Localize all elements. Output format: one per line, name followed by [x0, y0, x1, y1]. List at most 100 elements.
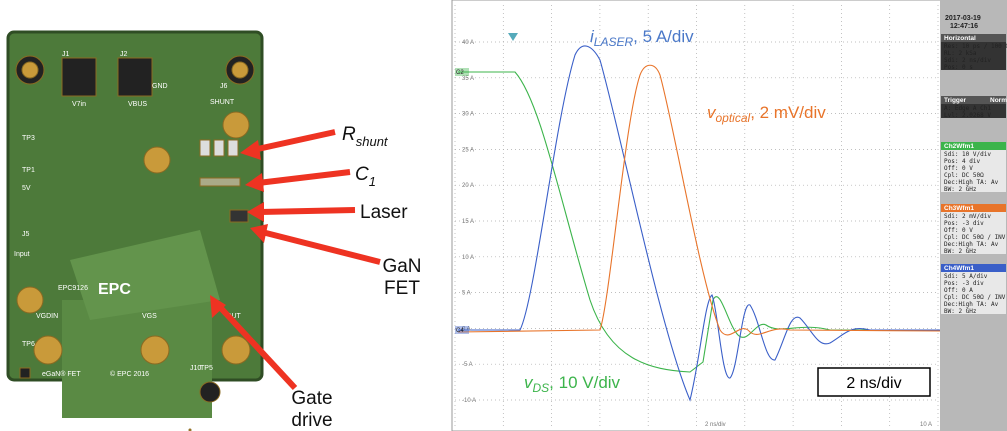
panel-head	[941, 34, 1006, 42]
board-label: VGDIN	[36, 313, 58, 320]
board-text: J1 J2 V7in VBUS GND SHUNT TP3 TP1 5V J5 Input VGDIN…	[14, 51, 242, 378]
timebase-small: 2 ns/div	[705, 422, 726, 428]
board-label: © EPC 2016	[110, 370, 149, 378]
board-label: 5V	[22, 185, 31, 192]
panel-line: Sdi: 10 V/div	[944, 151, 991, 158]
ilaser-trace	[458, 45, 940, 402]
trigger-marker	[508, 33, 518, 41]
panel-head	[941, 204, 1006, 212]
label-fet: FET	[384, 278, 420, 299]
panel-line: A: Edge A Ch1	[944, 105, 991, 112]
panel-head	[941, 264, 1006, 272]
panel-line: Off: 0 A	[944, 287, 973, 294]
panel-line: Sdi: 2 ns/div	[944, 57, 991, 64]
corner-label: 10 A	[920, 422, 932, 428]
grid	[454, 5, 939, 428]
y-tick-label: 20 A	[462, 183, 474, 189]
board-label: J2	[120, 51, 128, 58]
board-label: eGaN® FET	[42, 370, 81, 378]
voptical-trace	[457, 64, 941, 336]
board-label: EPC	[98, 281, 131, 298]
panel-line: Lvl: 2.0268 V	[944, 112, 991, 119]
y-tick-label: 0 A	[462, 326, 471, 332]
label-drive: drive	[291, 410, 332, 431]
panel-line: Pos: 4 div	[944, 158, 981, 165]
label-laser: Laser	[360, 202, 408, 223]
board-label: TP6	[22, 341, 35, 348]
board-label: J10	[190, 365, 201, 372]
panel-line: Dec:High TA: Av	[944, 301, 999, 308]
panel-line: Dec:High TA: Av	[944, 179, 999, 186]
panel-line: Pos: -3 div	[944, 220, 984, 227]
channel-marker: C2	[456, 70, 464, 76]
panel-line: BW: 2 GHz	[944, 248, 977, 255]
time: 12:47:16	[950, 23, 978, 30]
date: 2017-03-19	[945, 15, 981, 22]
panel-line: Pos: 0 s	[944, 64, 973, 71]
waveforms	[457, 45, 941, 402]
panel-line: Dec:High TA: Av	[944, 241, 999, 248]
channel-marker-bg	[455, 68, 469, 76]
panel-line: Sdi: 2 mV/div	[944, 213, 991, 220]
label-c1: C1	[355, 164, 376, 189]
label-voptical: voptical, 2 mV/div	[707, 103, 826, 125]
label-gate: Gate	[291, 388, 332, 409]
panel-line: Pos: -3 div	[944, 280, 984, 287]
arrows	[210, 129, 381, 391]
timebase: 2 ns/div	[846, 375, 901, 392]
y-tick-label: 35 A	[462, 76, 474, 82]
y-tick-label: 15 A	[462, 219, 474, 225]
panel-head	[941, 96, 1006, 104]
y-tick-label: 30 A	[462, 112, 474, 118]
y-tick-label: 40 A	[462, 40, 474, 46]
connectors	[15, 55, 255, 431]
scope	[451, 0, 1007, 431]
channel-marker: C4	[456, 328, 464, 334]
board-label: Input	[14, 251, 30, 258]
panel-title: Horizontal	[944, 35, 976, 42]
board-label: J1	[62, 51, 70, 58]
board-label: TP5	[200, 365, 213, 372]
label-vds: vDS, 10 V/div	[524, 373, 621, 395]
timebase-box	[817, 367, 931, 397]
board-label: TP3	[22, 135, 35, 142]
panel-bg	[941, 204, 1006, 254]
panel-title: Trigger	[944, 97, 967, 104]
panel-extra: Norm	[990, 97, 1007, 104]
panel-line: Cpl: DC 50Ω / INV	[944, 234, 1006, 241]
y-tick-label: 10 A	[462, 255, 474, 261]
panel-line: Off: 0 V	[944, 165, 973, 172]
panel-head	[941, 142, 1006, 150]
y-tick-label: 5 A	[462, 291, 471, 297]
label-rshunt: Rshunt	[342, 124, 389, 149]
board-label: GND	[152, 83, 168, 90]
channel-marker-bg	[455, 326, 469, 334]
panel-bg	[941, 264, 1006, 314]
label-gan: GaN	[382, 256, 421, 277]
board-label: J6	[220, 83, 228, 90]
panel-bg	[941, 142, 1006, 192]
board-label: VBUS	[128, 101, 147, 108]
panel-title: Ch4Wfm1	[944, 265, 974, 272]
y-tick-label: -10 A	[462, 398, 476, 404]
panel-line: Sdi: 5 A/div	[944, 273, 988, 280]
panel-line: Off: 0 V	[944, 227, 973, 234]
panel-title: Ch2Wfm1	[944, 143, 974, 150]
y-tick-label: -5 A	[462, 362, 473, 368]
y-tick-label: 25 A	[462, 147, 474, 153]
board-label: V7in	[72, 101, 86, 108]
panel-line: RL: 2 kSa	[944, 50, 977, 57]
board-label: OUT	[226, 313, 242, 320]
plane	[70, 230, 220, 320]
board-tab	[62, 300, 212, 418]
label-ilaser: iLASER, 5 A/div	[590, 27, 694, 49]
board-label: EPC9126	[58, 285, 88, 292]
panel-line: Cpl: DC 50Ω	[944, 172, 984, 179]
panel-line: Cpl: DC 50Ω / INV	[944, 294, 1006, 301]
board-label: J5	[22, 231, 30, 238]
panel-line: Res: 10 ps / 100 GSa	[944, 43, 1007, 50]
panel-line: BW: 2 GHz	[944, 186, 977, 193]
